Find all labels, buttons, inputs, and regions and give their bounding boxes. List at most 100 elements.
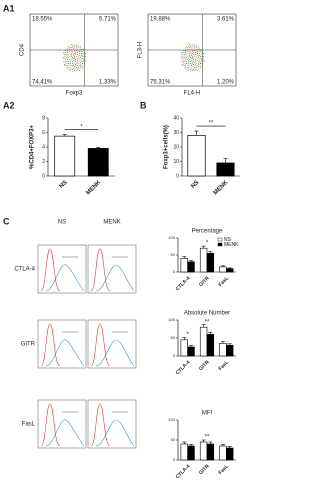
event-dot — [189, 53, 191, 55]
event-dot — [73, 58, 75, 60]
event-dot — [193, 64, 195, 66]
y-axis-label: CD4 — [20, 43, 26, 56]
quadrant-percent: 5.71% — [99, 17, 117, 23]
significance-label: * — [206, 241, 209, 247]
event-dot — [192, 50, 194, 52]
event-dot — [193, 61, 195, 63]
x-tick-label: GITR — [198, 359, 211, 372]
event-dot — [64, 62, 66, 64]
y-tick-label: 50 — [171, 252, 176, 257]
event-dot — [67, 52, 69, 54]
x-tick-label: MENK — [213, 179, 230, 196]
event-dot — [80, 66, 82, 68]
event-dot — [194, 70, 196, 72]
event-dot — [77, 68, 79, 70]
event-dot — [195, 44, 197, 46]
bar — [87, 148, 109, 177]
event-dot — [200, 53, 202, 55]
event-dot — [68, 63, 70, 65]
event-dot — [79, 56, 81, 58]
event-dot — [68, 69, 70, 71]
event-dot — [182, 62, 184, 64]
chart-title: Absolute Number — [184, 311, 230, 317]
isotype-curve — [40, 248, 61, 292]
event-dot — [82, 59, 84, 61]
event-dot — [191, 47, 193, 49]
event-dot — [191, 67, 193, 69]
event-dot — [76, 62, 78, 64]
event-dot — [71, 53, 73, 55]
event-dot — [78, 64, 80, 66]
event-dot — [70, 60, 72, 62]
event-dot — [85, 55, 87, 57]
event-dot — [191, 62, 193, 64]
event-dot — [64, 59, 66, 61]
event-dot — [200, 55, 202, 57]
event-dot — [78, 54, 80, 56]
event-dot — [192, 57, 194, 59]
event-dot — [82, 51, 84, 53]
bar — [180, 258, 188, 273]
event-dot — [196, 62, 198, 64]
event-dot — [65, 57, 67, 59]
event-dot — [185, 52, 187, 54]
event-dot — [197, 46, 199, 48]
x-tick-label: FasL — [218, 276, 230, 288]
histogram-frame — [37, 244, 87, 294]
panel-label: A2 — [3, 100, 15, 110]
event-dot — [80, 52, 82, 54]
quadrant-percent: 75.31% — [150, 80, 171, 86]
event-dot — [195, 56, 197, 58]
event-dot — [200, 63, 202, 65]
event-dot — [63, 61, 65, 63]
event-dot — [191, 58, 193, 60]
event-dot — [72, 70, 74, 72]
bar — [180, 443, 188, 461]
event-dot — [78, 66, 80, 68]
chart-title: Percentage — [192, 229, 223, 235]
stain-curve — [45, 264, 85, 292]
event-dot — [184, 67, 186, 69]
quadrant-percent: 18.55% — [32, 17, 53, 23]
event-dot — [78, 70, 80, 72]
event-dot — [203, 60, 205, 62]
y-tick-label: 40 — [173, 115, 179, 121]
row-label: GITR — [21, 342, 36, 348]
event-dot — [196, 51, 198, 53]
event-dot — [84, 58, 86, 60]
event-dot — [196, 66, 198, 68]
column-header: NS — [58, 220, 66, 226]
legend-swatch — [217, 237, 223, 242]
histogram-frame — [37, 399, 87, 449]
x-tick-label: NS — [59, 180, 69, 190]
event-dot — [79, 46, 81, 48]
event-dot — [76, 45, 78, 47]
event-dot — [183, 53, 185, 55]
event-dot — [191, 52, 193, 54]
y-tick-label: 0 — [176, 173, 179, 179]
event-dot — [189, 66, 191, 68]
event-dot — [195, 53, 197, 55]
event-dot — [197, 62, 199, 64]
event-dot — [199, 67, 201, 69]
event-dot — [184, 58, 186, 60]
event-dot — [78, 60, 80, 62]
x-axis-label: Foxp3 — [66, 91, 83, 97]
quadrant-percent: 19.88% — [150, 17, 171, 23]
x-tick-label: FasL — [218, 464, 230, 476]
x-tick-label: NS — [190, 180, 200, 190]
isotype-curve — [90, 323, 111, 367]
event-dot — [68, 61, 70, 63]
legend-label: NS — [224, 237, 232, 243]
event-dot — [191, 69, 193, 71]
bar — [180, 339, 188, 357]
event-dot — [188, 69, 190, 71]
event-dot — [186, 51, 188, 53]
event-dot — [80, 64, 82, 66]
bar — [199, 247, 208, 273]
event-dot — [189, 55, 191, 57]
row-label: CTLA-4 — [14, 267, 35, 273]
event-dot — [75, 48, 77, 50]
event-dot — [187, 62, 189, 64]
event-dot — [67, 48, 69, 50]
